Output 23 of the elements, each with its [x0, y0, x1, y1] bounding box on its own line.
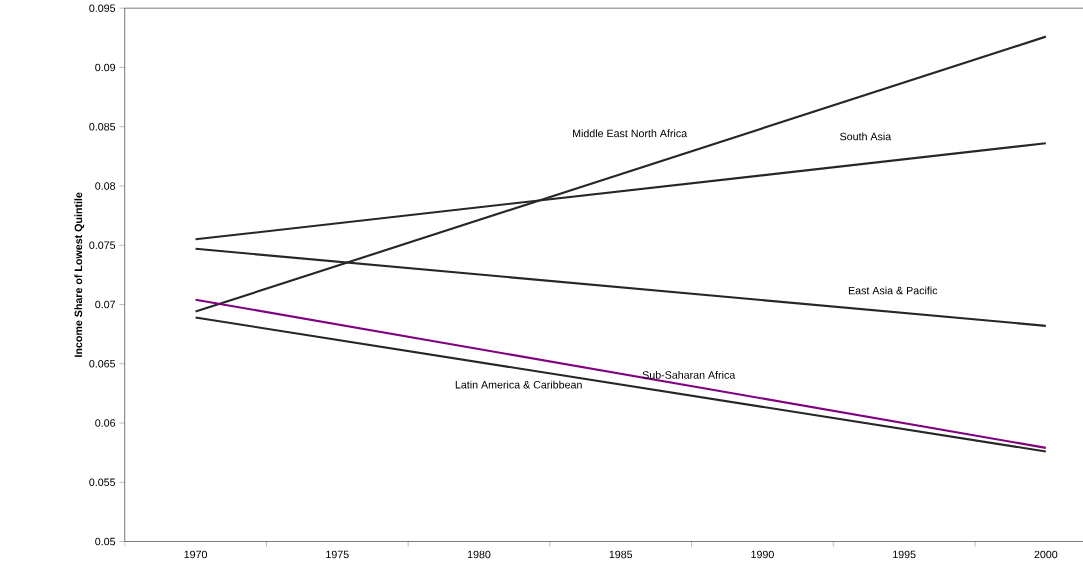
x-tick-label: 1990: [751, 550, 774, 559]
y-tick-label: 0.07: [95, 300, 116, 309]
y-tick-label: 0.08: [95, 182, 116, 190]
y-tick-label: 0.085: [89, 122, 116, 131]
series-label: South Asia: [840, 132, 892, 141]
x-tick-label: 2000: [1034, 550, 1058, 559]
series-label: Latin America & Caribbean: [455, 380, 582, 389]
y-tick-label: 0.09: [95, 63, 116, 72]
x-tick-label: 1995: [893, 550, 916, 559]
y-tick-label: 0.065: [89, 359, 116, 368]
x-tick-label: 1970: [184, 550, 208, 559]
series-label: Middle East North Africa: [573, 129, 688, 138]
y-axis-title: Income Share of Lowest Quintile: [74, 192, 85, 357]
y-tick-label: 0.05: [95, 537, 116, 546]
x-tick-label: 1985: [609, 550, 633, 559]
x-tick-label: 1980: [467, 550, 491, 559]
y-tick-label: 0.095: [89, 4, 116, 12]
y-tick-label: 0.06: [95, 419, 116, 427]
series-label: East Asia & Pacific: [848, 286, 938, 295]
y-tick-label: 0.075: [89, 241, 116, 249]
series-label: Sub-Saharan Africa: [642, 370, 736, 379]
x-tick-label: 1975: [326, 550, 349, 559]
y-tick-label: 0.055: [89, 478, 116, 487]
